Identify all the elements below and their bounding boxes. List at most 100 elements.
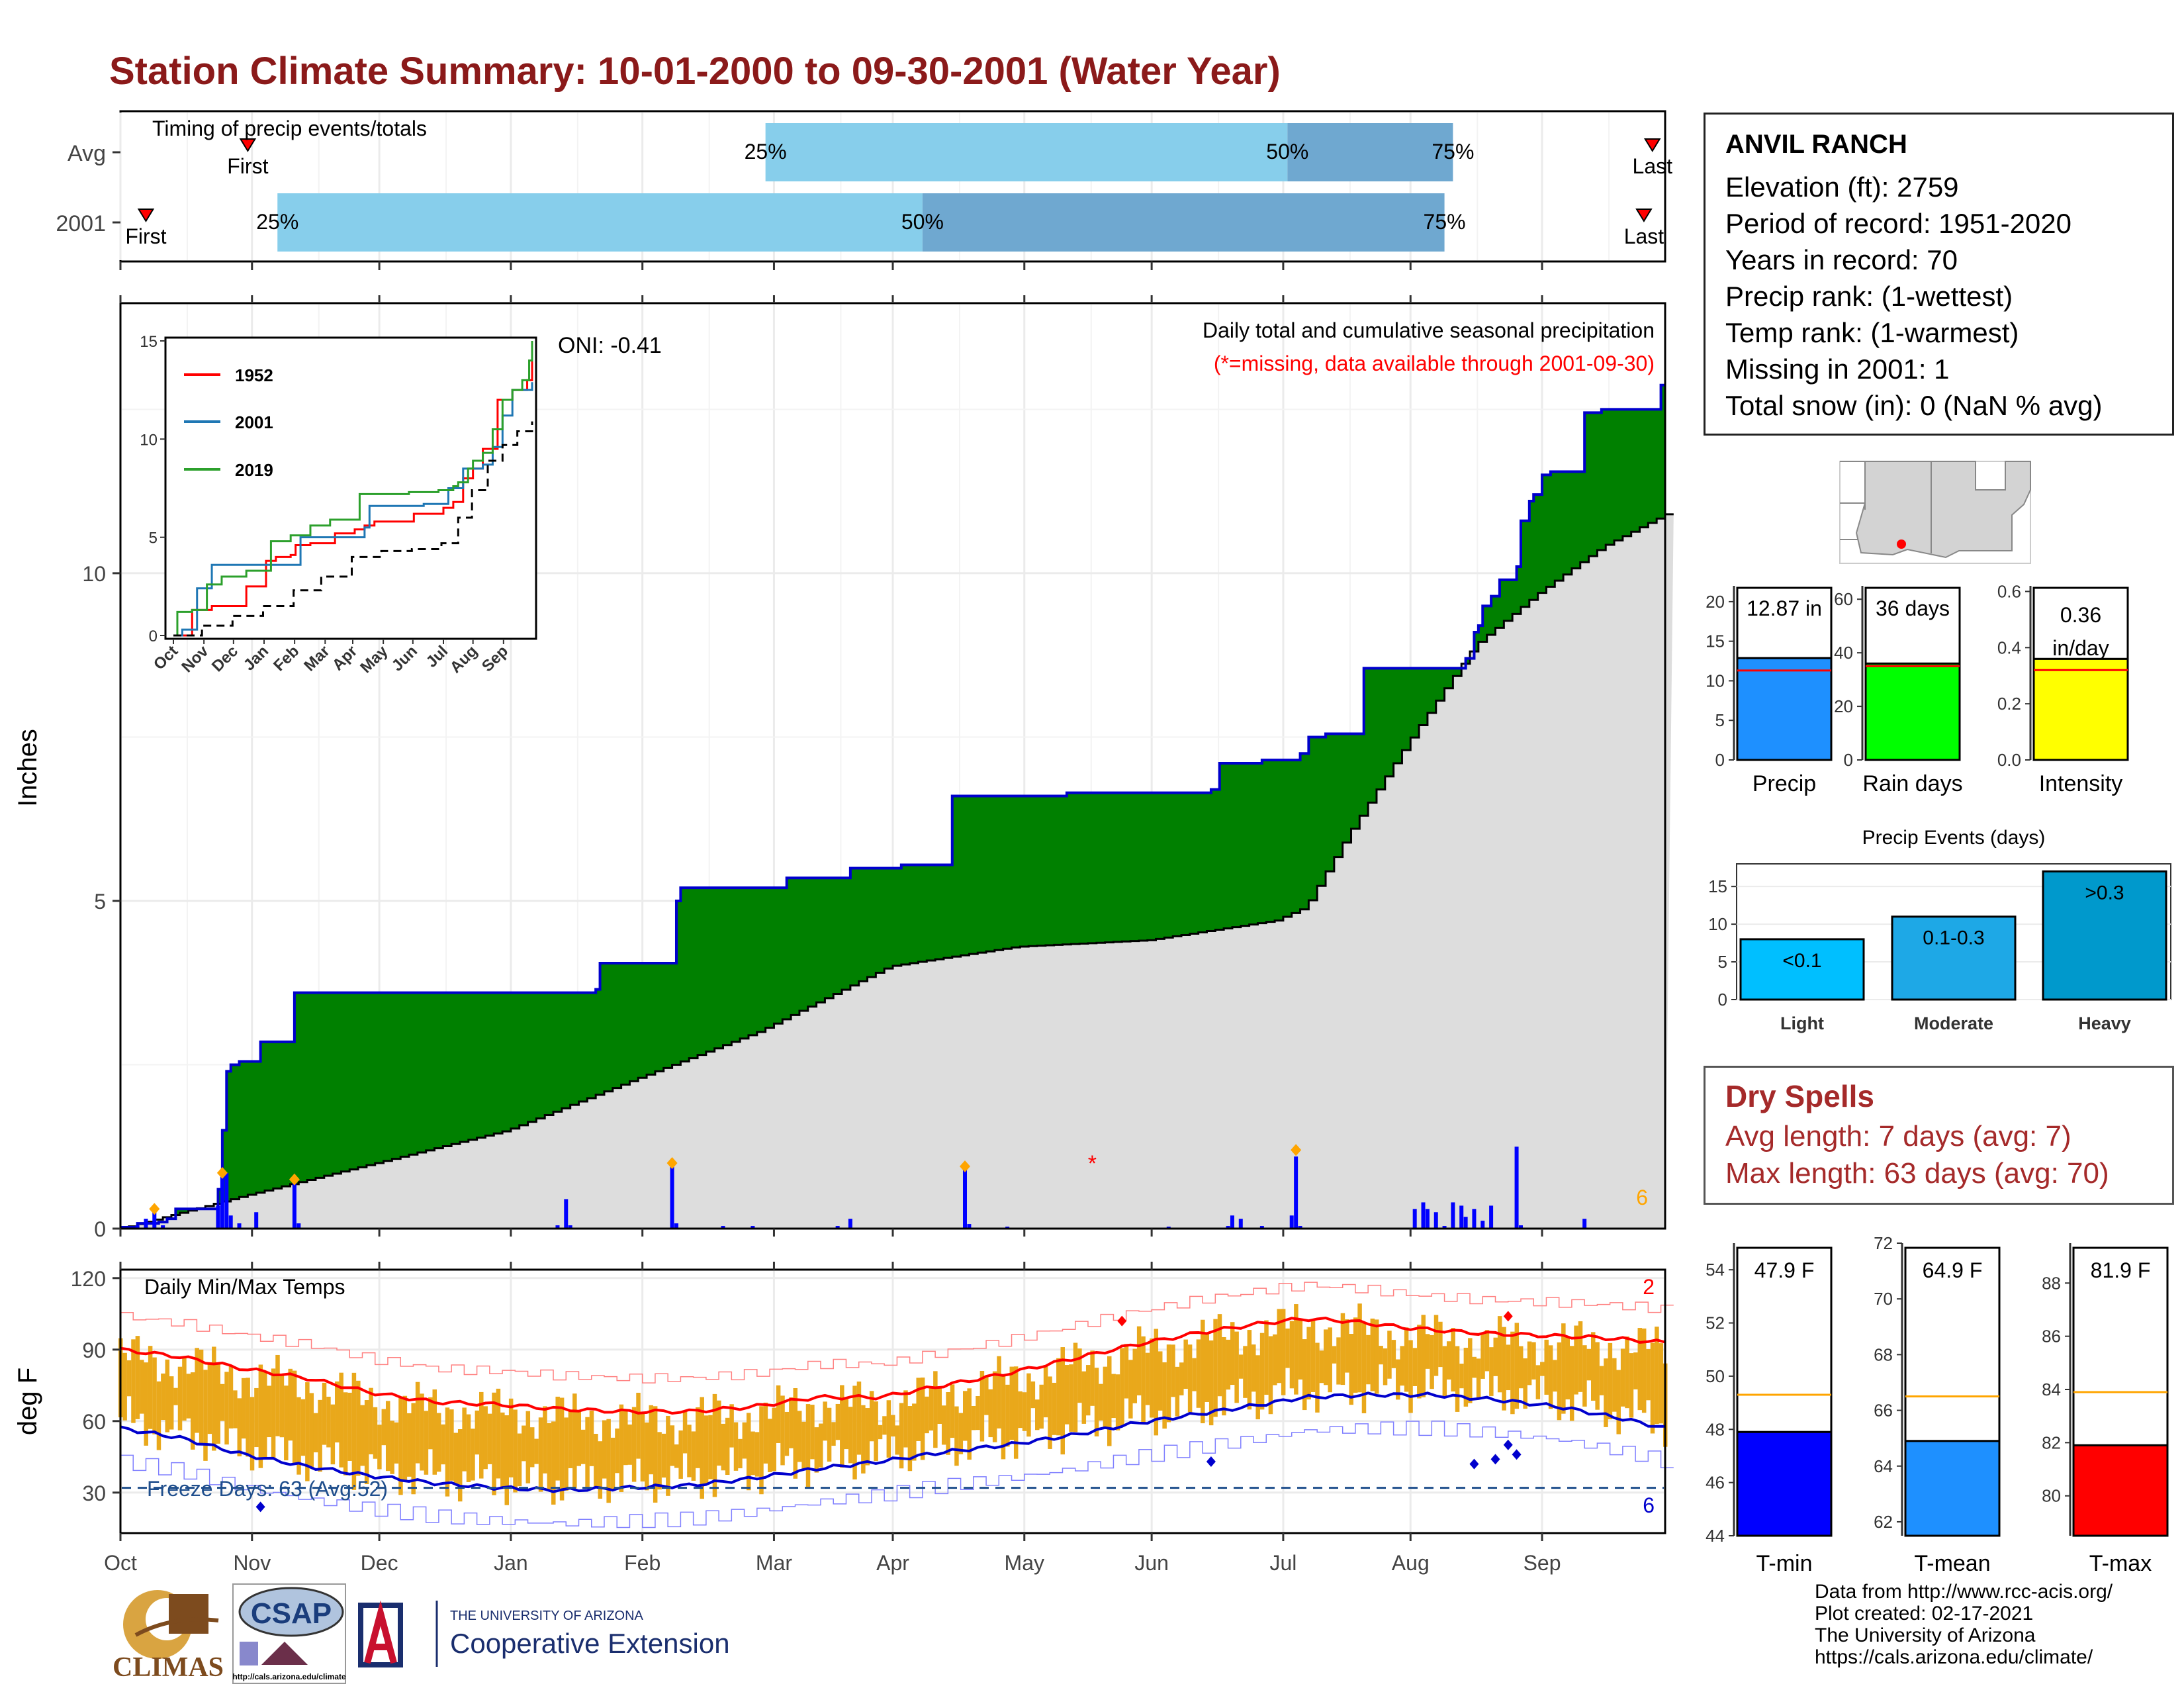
daily-temp-bar [1379, 1346, 1383, 1365]
daily-precip-bar [1238, 1219, 1243, 1229]
summary-tick-label: 40 [1834, 643, 1853, 663]
station-info-line: Missing in 2001: 1 [1725, 353, 1950, 385]
daily-precip-bar [1412, 1209, 1417, 1229]
daily-temp-bar [1357, 1303, 1362, 1393]
daily-temp-bar [233, 1390, 238, 1429]
average-cumulative-line [120, 513, 1674, 1230]
daily-temp-bar [976, 1395, 980, 1430]
temp-x-tick-label: Feb [624, 1551, 660, 1575]
daily-temp-bar [751, 1431, 755, 1476]
daily-temp-bar [738, 1438, 743, 1469]
temp-ylabel: deg F [13, 1368, 42, 1435]
record-low-marker [1512, 1449, 1522, 1460]
daily-temp-bar [1408, 1340, 1413, 1413]
daily-temp-bar [1497, 1316, 1502, 1393]
daily-temp-bar [682, 1412, 688, 1454]
tempbar-value-bar [2072, 1444, 2169, 1537]
daily-precip-bar [144, 1219, 148, 1229]
record-high-marker [1117, 1315, 1127, 1327]
avg-tmin-line [120, 1391, 1666, 1493]
daily-temp-bar [1150, 1338, 1154, 1418]
timing-title: Timing of precip events/totals [152, 117, 427, 140]
tempbar-label-box [1736, 1246, 1833, 1433]
daily-temp-bar [1336, 1337, 1341, 1385]
daily-temp-bar [1590, 1332, 1596, 1401]
daily-temp-bar [1565, 1337, 1570, 1400]
daily-precip-bar [216, 1205, 220, 1229]
daily-temp-bar [967, 1388, 972, 1460]
daily-temp-bar [882, 1416, 887, 1435]
daily-temp-bar [818, 1423, 823, 1468]
precip-event-markers: * [149, 1144, 1302, 1215]
daily-temp-bar [377, 1425, 382, 1470]
daily-temp-bar [903, 1390, 908, 1448]
station-info-line: Period of record: 1951-2020 [1725, 208, 2072, 239]
record-high-envelope [120, 1282, 1674, 1383]
daily-temp-bar [177, 1366, 183, 1430]
daily-temp-bar [1480, 1333, 1485, 1379]
daily-temp-bar [1548, 1345, 1553, 1409]
footer-line: The University of Arizona [1815, 1624, 2036, 1646]
climas-logo: CLIMAS [113, 1590, 224, 1683]
avg-tmax-line [120, 1316, 1666, 1415]
daily-temp-bar [1396, 1359, 1400, 1400]
missing-note: (*=missing, data available through 2001-… [1214, 352, 1655, 375]
daily-temp-bar [954, 1406, 959, 1466]
daily-temp-bar [1353, 1317, 1358, 1393]
daily-temp-bar [318, 1399, 322, 1472]
daily-temp-bar [627, 1424, 632, 1465]
daily-temp-bar [258, 1364, 263, 1468]
summary-value-label: in/day [2052, 636, 2109, 660]
daily-temp-bar [126, 1360, 132, 1397]
daily-temp-bar [1183, 1339, 1188, 1389]
daily-temp-bar [950, 1384, 955, 1438]
daily-temp-bar [309, 1393, 314, 1468]
daily-temp-bar [1361, 1323, 1367, 1413]
events-tick-label: 0 [1718, 990, 1727, 1009]
tempbar-tick-label: 62 [1874, 1512, 1893, 1532]
daily-temp-bar [1595, 1342, 1600, 1410]
daily-temp-bar [1081, 1371, 1087, 1424]
daily-temp-bar [929, 1388, 934, 1431]
daily-temp-bar [551, 1421, 556, 1505]
daily-precip-bar [1289, 1215, 1294, 1229]
daily-temp-bar [1582, 1345, 1587, 1407]
daily-temp-bar [946, 1391, 950, 1455]
event-marker [666, 1156, 678, 1169]
daily-temp-bar [407, 1413, 412, 1477]
daily-temp-bar [1527, 1341, 1532, 1385]
daily-temp-bar [615, 1429, 619, 1474]
record-low-envelope [120, 1421, 1674, 1528]
daily-temp-bar [420, 1393, 424, 1471]
temp-x-tick-label: Apr [876, 1551, 909, 1575]
tempbar-tick-label: 54 [1706, 1260, 1725, 1280]
timing-bar-25-50 [765, 123, 1288, 181]
daily-precip-bar [1514, 1147, 1519, 1229]
daily-temp-bar [797, 1411, 802, 1462]
daily-temp-bar [1489, 1347, 1494, 1396]
daily-temp-bar [666, 1415, 670, 1496]
daily-temp-bar [453, 1432, 459, 1485]
timing-row-label-2001: 2001 [56, 211, 106, 236]
daily-temp-bar [364, 1400, 369, 1485]
csap-url: http://cals.arizona.edu/climate [232, 1672, 346, 1681]
daily-temp-bar [1540, 1362, 1545, 1376]
daily-temp-bar [1048, 1376, 1052, 1449]
daily-temp-bar [1073, 1342, 1078, 1432]
daily-precip-bar [292, 1179, 296, 1229]
daily-temp-bar [402, 1395, 408, 1480]
first-event-label: First [227, 154, 268, 178]
daily-precip-bar [1226, 1226, 1230, 1229]
daily-temp-bar [250, 1397, 255, 1471]
events-category-label: Light [1780, 1013, 1824, 1033]
daily-temp-bar [691, 1431, 696, 1481]
missing-marker: * [1088, 1151, 1097, 1176]
daily-temp-bar [916, 1378, 921, 1441]
daily-temp-bar [793, 1388, 798, 1479]
station-info-line: Temp rank: (1-warmest) [1725, 317, 2019, 348]
daily-temp-bar [394, 1422, 399, 1464]
daily-temp-bar [606, 1419, 611, 1503]
summary-tick-label: 0 [1844, 750, 1853, 770]
tempbar-value-label: 47.9 F [1754, 1258, 1815, 1282]
summary-label-box [2032, 586, 2129, 660]
